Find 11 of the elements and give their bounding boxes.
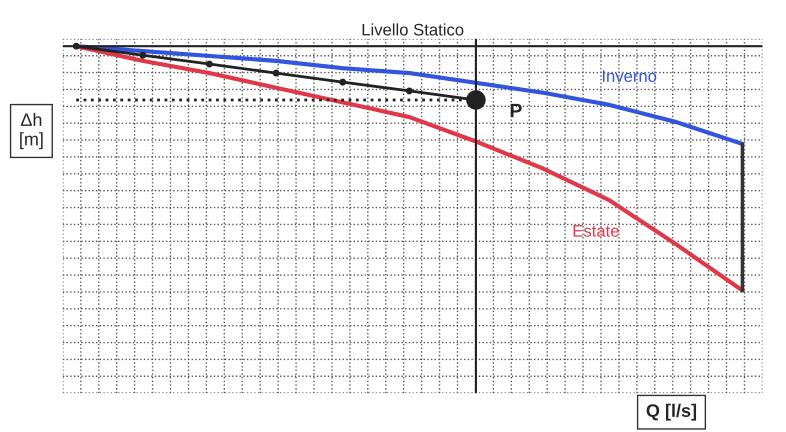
text: Q [l/s]	[646, 404, 696, 421]
series-label: Inverno	[602, 70, 656, 82]
series-label: Estate	[574, 225, 619, 237]
point	[406, 87, 413, 94]
annotation: P	[510, 104, 522, 118]
point	[139, 52, 146, 59]
point	[272, 70, 280, 77]
point	[339, 78, 346, 86]
y-axis-title: Δh [m]	[20, 112, 43, 150]
ref-line-label: Livello Statico	[362, 23, 464, 36]
point	[206, 60, 213, 68]
